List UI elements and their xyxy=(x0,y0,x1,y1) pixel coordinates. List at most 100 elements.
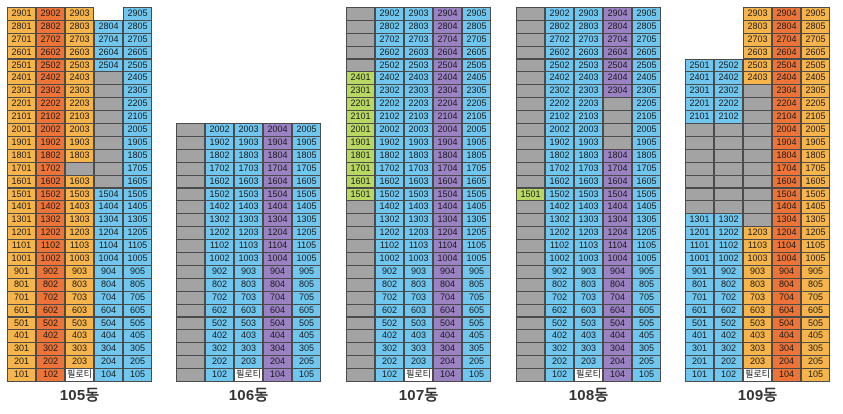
unit-cell: 203 xyxy=(65,355,94,370)
empty-cell xyxy=(516,32,545,47)
unit-cell: 2404 xyxy=(603,71,632,86)
unit-cell: 1805 xyxy=(801,148,830,163)
unit-cell: 1201 xyxy=(685,226,714,241)
empty-cell xyxy=(516,213,545,228)
unit-cell: 1003 xyxy=(234,252,263,266)
unit-cell: 1604 xyxy=(433,174,462,189)
unit-cell: 2902 xyxy=(545,6,574,21)
unit-cell: 1802 xyxy=(375,148,404,163)
unit-cell: 2402 xyxy=(714,71,743,86)
unit-cell: 2102 xyxy=(375,110,404,124)
empty-cell xyxy=(346,303,375,318)
empty-cell xyxy=(685,7,714,21)
unit-cell: 303 xyxy=(404,342,433,357)
unit-cell: 2005 xyxy=(632,123,661,137)
unit-cell: 905 xyxy=(801,264,830,279)
unit-cell: 802 xyxy=(36,277,65,292)
unit-cell: 2502 xyxy=(545,58,574,73)
unit-cell: 1302 xyxy=(205,213,234,228)
unit-cell: 1001 xyxy=(685,252,714,266)
unit-cell: 1103 xyxy=(404,239,433,253)
unit-cell: 403 xyxy=(65,329,94,344)
empty-cell xyxy=(176,290,205,305)
unit-cell: 802 xyxy=(375,277,404,292)
unit-cell: 1103 xyxy=(65,239,94,253)
unit-cell: 504 xyxy=(772,316,801,331)
empty-cell xyxy=(176,355,205,370)
unit-cell: 2505 xyxy=(462,58,491,73)
unit-cell: 104 xyxy=(94,368,123,382)
empty-cell xyxy=(516,342,545,357)
unit-cell: 203 xyxy=(743,355,772,370)
unit-cell: 1702 xyxy=(375,161,404,176)
unit-cell: 1402 xyxy=(205,200,234,215)
unit-cell: 1502 xyxy=(36,187,65,202)
unit-cell: 2604 xyxy=(603,45,632,60)
building-label: 105동 xyxy=(7,384,152,405)
empty-cell xyxy=(94,135,123,150)
unit-cell: 802 xyxy=(205,277,234,292)
unit-cell: 2804 xyxy=(603,19,632,34)
unit-cell: 1905 xyxy=(123,135,152,150)
unit-cell: 302 xyxy=(205,342,234,357)
empty-cell xyxy=(516,174,545,189)
unit-cell: 105 xyxy=(123,368,152,382)
unit-cell: 1802 xyxy=(545,148,574,163)
unit-cell: 105 xyxy=(462,368,491,382)
unit-cell: 1202 xyxy=(545,226,574,241)
unit-cell: 205 xyxy=(123,355,152,370)
unit-cell: 2202 xyxy=(714,97,743,112)
empty-cell xyxy=(516,355,545,370)
unit-cell: 605 xyxy=(292,303,321,318)
unit-cell: 2903 xyxy=(743,6,772,21)
unit-cell: 2401 xyxy=(685,71,714,86)
unit-cell: 1004 xyxy=(603,252,632,266)
unit-cell: 2205 xyxy=(462,97,491,112)
unit-cell: 1203 xyxy=(743,226,772,241)
empty-cell xyxy=(603,110,632,124)
empty-cell xyxy=(516,135,545,150)
unit-cell: 1804 xyxy=(263,148,292,163)
unit-cell: 1801 xyxy=(7,148,36,163)
unit-cell: 2503 xyxy=(743,58,772,73)
unit-cell: 101 xyxy=(685,368,714,382)
unit-cell: 1602 xyxy=(375,174,404,189)
unit-cell: 801 xyxy=(7,277,36,292)
empty-cell xyxy=(516,97,545,112)
unit-cell: 2201 xyxy=(346,97,375,112)
unit-cell: 1905 xyxy=(632,135,661,150)
unit-cell: 805 xyxy=(292,277,321,292)
unit-cell: 2401 xyxy=(346,71,375,86)
unit-cell: 2503 xyxy=(574,58,603,73)
unit-cell: 1601 xyxy=(346,174,375,189)
unit-cell: 1602 xyxy=(205,174,234,189)
unit-cell: 1505 xyxy=(632,187,661,202)
empty-cell xyxy=(94,97,123,112)
unit-cell: 1402 xyxy=(36,200,65,215)
empty-cell xyxy=(516,123,545,137)
unit-cell: 1105 xyxy=(462,239,491,253)
unit-cell: 1803 xyxy=(234,148,263,163)
unit-cell: 1803 xyxy=(574,148,603,163)
unit-cell: 1805 xyxy=(462,148,491,163)
unit-cell: 2902 xyxy=(36,6,65,21)
empty-cell xyxy=(176,174,205,189)
unit-cell: 1003 xyxy=(743,252,772,266)
unit-cell: 1301 xyxy=(685,213,714,228)
unit-cell: 1302 xyxy=(545,213,574,228)
empty-cell xyxy=(516,252,545,266)
unit-cell: 1005 xyxy=(632,252,661,266)
unit-cell: 901 xyxy=(7,264,36,279)
unit-cell: 2402 xyxy=(36,71,65,86)
unit-cell: 2603 xyxy=(65,45,94,60)
unit-cell: 1604 xyxy=(772,174,801,189)
unit-cell: 1804 xyxy=(603,148,632,163)
unit-cell: 2702 xyxy=(375,32,404,47)
building-suffix: 동 xyxy=(424,387,439,404)
unit-cell: 1602 xyxy=(545,174,574,189)
empty-cell xyxy=(516,110,545,124)
empty-cell xyxy=(685,148,714,163)
unit-cell: 603 xyxy=(404,303,433,318)
unit-cell: 1703 xyxy=(234,161,263,176)
unit-cell: 2604 xyxy=(772,45,801,60)
